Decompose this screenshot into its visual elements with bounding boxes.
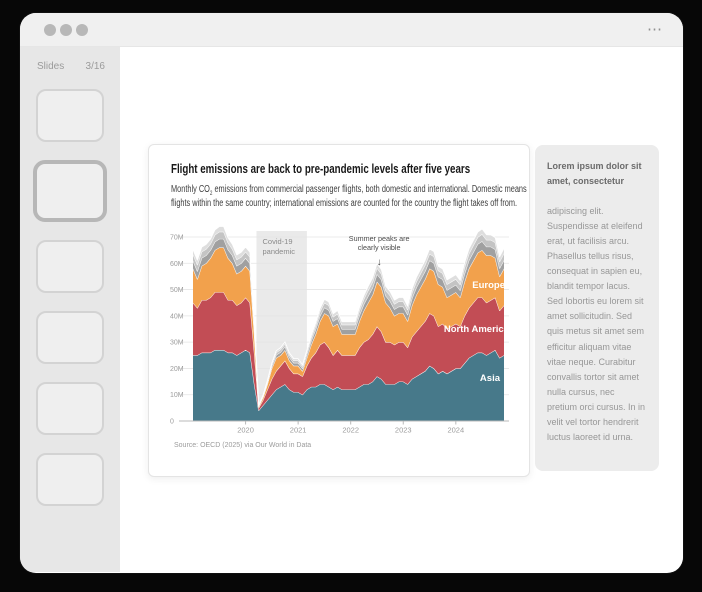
slides-label: Slides: [37, 60, 65, 72]
y-axis-label: 60M: [170, 261, 184, 268]
slide-thumbnail-3[interactable]: [36, 240, 104, 293]
x-axis-label: 2021: [290, 426, 307, 435]
down-arrow-icon: ↓: [377, 257, 382, 268]
co2-subscript: 2: [209, 190, 213, 197]
slide-title: Flight emissions are back to pre-pandemi…: [171, 161, 471, 176]
content-row: Slides 3/16 Flight emissions are back to…: [20, 47, 683, 572]
editor-canvas: Flight emissions are back to pre-pandemi…: [120, 47, 683, 572]
y-axis-label: 30M: [170, 340, 184, 347]
window-minimize-button[interactable]: [60, 23, 72, 36]
slides-sidebar: Slides 3/16: [20, 47, 120, 572]
y-axis-label: 50M: [170, 287, 184, 294]
slide-counter: 3/16: [85, 60, 105, 72]
area-other-3: [192, 226, 505, 406]
y-axis-label: 40M: [170, 313, 184, 320]
notes-panel[interactable]: Lorem ipsum dolor sit amet, consectetur …: [535, 145, 659, 471]
series-label-asia: Asia: [480, 373, 501, 384]
series-label-europe: Europe: [472, 280, 505, 291]
slide-subtitle: Monthly CO2 emissions from commercial pa…: [171, 184, 527, 210]
sidebar-header: Slides 3/16: [20, 57, 120, 75]
y-axis-label: 70M: [170, 235, 184, 242]
series-label-north-america: North America: [444, 324, 510, 335]
slide-thumbnail-5[interactable]: [36, 382, 104, 435]
titlebar: ⋯: [20, 13, 683, 47]
y-axis-label: 10M: [170, 392, 184, 399]
x-axis-label: 2022: [342, 426, 359, 435]
chart-axes: 0 10M 20M 30M 40M 50M 60M 70M 2020 2021 2022 2023 20…: [170, 235, 509, 435]
y-axis-label: 20M: [170, 366, 184, 373]
window-controls: [44, 23, 88, 36]
covid-band-label: pandemic: [263, 247, 296, 256]
slide-thumbnail-list: [20, 75, 120, 524]
overflow-menu-button[interactable]: ⋯: [647, 21, 663, 38]
slide-thumbnail-4[interactable]: [36, 311, 104, 364]
x-axis-label: 2024: [447, 426, 464, 435]
svg-text:clearly visible: clearly visible: [358, 243, 401, 252]
slide-card[interactable]: Flight emissions are back to pre-pandemi…: [148, 144, 530, 477]
window-zoom-button[interactable]: [76, 23, 88, 36]
y-axis-label: 0: [170, 419, 174, 426]
slide-thumbnail-6[interactable]: [36, 453, 104, 506]
slide-thumbnail-2[interactable]: [33, 160, 107, 222]
x-axis-label: 2023: [395, 426, 412, 435]
chart-source: Source: OECD (2025) via Our World in Dat…: [174, 442, 312, 449]
app-window: ⋯ Slides 3/16 Flight emissions are back …: [20, 13, 683, 573]
notes-body: adipiscing elit. Suspendisse at eleifend…: [547, 205, 646, 443]
covid-band-label: Covid-19: [263, 237, 293, 246]
window-close-button[interactable]: [44, 23, 56, 36]
svg-text:Summer peaks are: Summer peaks are: [349, 234, 410, 243]
x-axis-label: 2020: [237, 426, 254, 435]
slide-thumbnail-1[interactable]: [36, 89, 104, 142]
notes-heading: Lorem ipsum dolor sit amet, consectetur: [547, 161, 642, 187]
